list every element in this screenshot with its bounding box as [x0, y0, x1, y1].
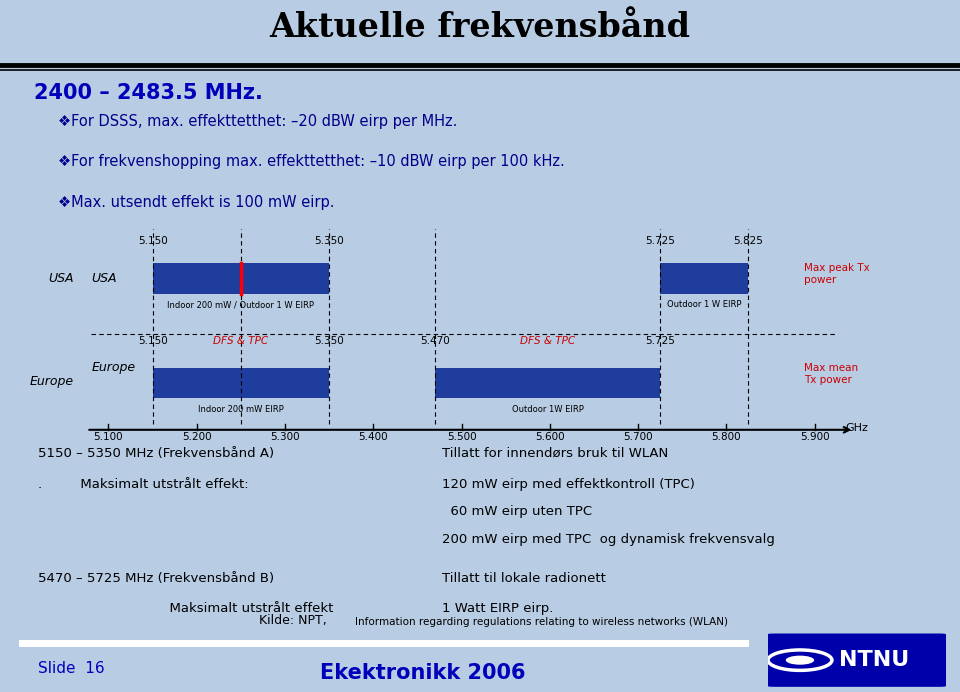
- Text: 5.470: 5.470: [420, 336, 450, 346]
- Text: 200 mW eirp med TPC  og dynamisk frekvensvalg: 200 mW eirp med TPC og dynamisk frekvens…: [442, 533, 775, 545]
- Text: Aktuelle frekvensbånd: Aktuelle frekvensbånd: [270, 11, 690, 44]
- Text: ❖For frekvenshopping max. effekttetthet: –10 dBW eirp per 100 kHz.: ❖For frekvenshopping max. effekttetthet:…: [58, 154, 564, 170]
- Text: 5.725: 5.725: [645, 236, 675, 246]
- Text: Tillatt for innendørs bruk til WLAN: Tillatt for innendørs bruk til WLAN: [442, 446, 668, 459]
- Text: 5.100: 5.100: [94, 432, 123, 442]
- Text: Ekektronikk 2006: Ekektronikk 2006: [320, 664, 525, 683]
- Text: Indoor 200 mW / Outdoor 1 W EIRP: Indoor 200 mW / Outdoor 1 W EIRP: [167, 300, 314, 309]
- Text: Indoor 200 mW EIRP: Indoor 200 mW EIRP: [198, 405, 284, 414]
- Text: USA: USA: [92, 272, 117, 285]
- Bar: [19, 639, 749, 647]
- Text: USA: USA: [48, 272, 73, 285]
- FancyBboxPatch shape: [764, 633, 949, 687]
- Text: 5470 – 5725 MHz (Frekvensbånd B): 5470 – 5725 MHz (Frekvensbånd B): [38, 572, 275, 585]
- Text: DFS & TPC: DFS & TPC: [520, 336, 575, 346]
- Text: 5.350: 5.350: [314, 236, 344, 246]
- Bar: [435, 367, 660, 398]
- Text: NTNU: NTNU: [839, 650, 910, 670]
- Text: DFS & TPC: DFS & TPC: [213, 336, 269, 346]
- Text: 120 mW eirp med effektkontroll (TPC): 120 mW eirp med effektkontroll (TPC): [442, 477, 694, 491]
- Text: 5.150: 5.150: [137, 336, 167, 346]
- Bar: [660, 263, 749, 293]
- Text: 5.725: 5.725: [645, 336, 675, 346]
- Text: Maksimalt utstrålt effekt: Maksimalt utstrålt effekt: [144, 602, 333, 614]
- Text: Europe: Europe: [30, 375, 73, 388]
- Text: 5.800: 5.800: [711, 432, 741, 442]
- Text: 60 mW eirp uten TPC: 60 mW eirp uten TPC: [442, 505, 591, 518]
- Circle shape: [786, 655, 814, 665]
- Text: 5.400: 5.400: [358, 432, 388, 442]
- Text: 5.300: 5.300: [270, 432, 300, 442]
- Text: 5.700: 5.700: [623, 432, 653, 442]
- Text: 5.200: 5.200: [182, 432, 211, 442]
- Text: Information regarding regulations relating to wireless networks (WLAN): Information regarding regulations relati…: [355, 617, 729, 627]
- Text: Outdoor 1 W EIRP: Outdoor 1 W EIRP: [667, 300, 741, 309]
- Text: Tillatt til lokale radionett: Tillatt til lokale radionett: [442, 572, 606, 585]
- Text: .         Maksimalt utstrålt effekt:: . Maksimalt utstrålt effekt:: [38, 477, 249, 491]
- Text: 5.350: 5.350: [314, 336, 344, 346]
- Text: Max mean
Tx power: Max mean Tx power: [804, 363, 858, 385]
- Text: GHz: GHz: [846, 423, 869, 432]
- Text: 5.600: 5.600: [535, 432, 564, 442]
- Text: Europe: Europe: [92, 361, 135, 374]
- Text: 5.150: 5.150: [137, 236, 167, 246]
- Text: 1 Watt EIRP eirp.: 1 Watt EIRP eirp.: [442, 602, 553, 614]
- Text: 5.825: 5.825: [733, 236, 763, 246]
- Text: ❖For DSSS, max. effekttetthet: –20 dBW eirp per MHz.: ❖For DSSS, max. effekttetthet: –20 dBW e…: [58, 114, 457, 129]
- Text: Outdoor 1W EIRP: Outdoor 1W EIRP: [512, 405, 584, 414]
- Bar: [153, 367, 329, 398]
- Text: 2400 – 2483.5 MHz.: 2400 – 2483.5 MHz.: [34, 83, 262, 103]
- Text: 5.900: 5.900: [800, 432, 829, 442]
- Text: Slide  16: Slide 16: [38, 661, 105, 676]
- Text: 5.500: 5.500: [446, 432, 476, 442]
- Bar: [153, 263, 329, 293]
- Text: Max peak Tx
power: Max peak Tx power: [804, 263, 870, 284]
- Text: 5150 – 5350 MHz (Frekvensbånd A): 5150 – 5350 MHz (Frekvensbånd A): [38, 446, 275, 459]
- Text: ❖Max. utsendt effekt is 100 mW eirp.: ❖Max. utsendt effekt is 100 mW eirp.: [58, 194, 334, 210]
- Text: Kilde: NPT,: Kilde: NPT,: [259, 614, 327, 627]
